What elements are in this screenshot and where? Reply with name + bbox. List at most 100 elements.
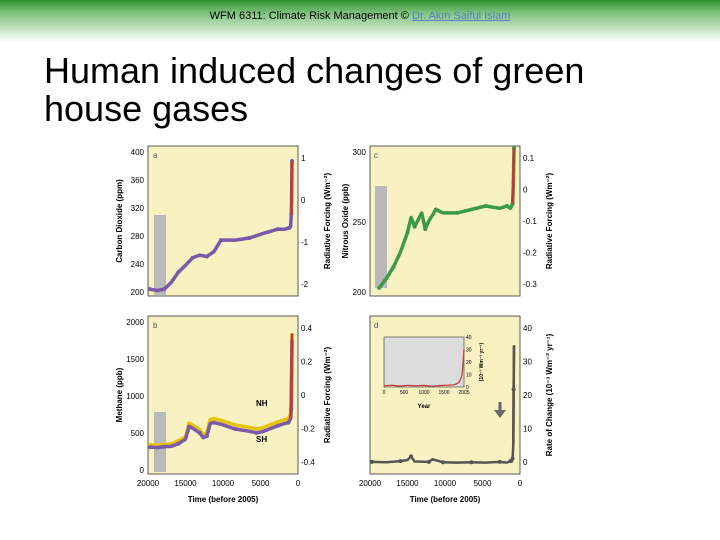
inset-background bbox=[383, 336, 465, 388]
panel-d-point-0-16 bbox=[510, 456, 515, 461]
panel-c-y2tick-1: -0.2 bbox=[523, 249, 537, 258]
panel-b-xtick-3: 5000 bbox=[252, 479, 270, 488]
panel-c-point-0-14 bbox=[483, 204, 488, 208]
panel-a-point-0-6 bbox=[190, 255, 195, 260]
panel-d-xtick-4: 0 bbox=[518, 479, 523, 488]
inset-xtick-1: 500 bbox=[400, 390, 409, 396]
panel-c-y2tick-3: 0 bbox=[523, 186, 528, 195]
inset-xtick-0: 0 bbox=[383, 390, 386, 396]
panel-d-inset: Year (10⁻³ Wm⁻² yr⁻¹) bbox=[383, 336, 485, 410]
panel-c-point-0-4 bbox=[405, 230, 410, 235]
inset-xtick-3: 1500 bbox=[438, 390, 449, 396]
panel-b-point-0-16 bbox=[254, 426, 259, 431]
inset-ytick-4: 40 bbox=[466, 335, 472, 341]
panel-b-point-1-4 bbox=[176, 441, 181, 446]
panel-d-xtick-0: 20000 bbox=[359, 479, 382, 488]
panel-b-series-label-0: NH bbox=[256, 399, 268, 408]
panel-a-point-0-12 bbox=[247, 236, 252, 241]
panel-d-point-0-6 bbox=[426, 459, 431, 464]
panel-a-ytick-1: 240 bbox=[131, 260, 145, 269]
panel-b-point-1-12 bbox=[211, 420, 216, 425]
panel-d-y2tick-2: 20 bbox=[523, 391, 532, 400]
inset-ylabel: (10⁻³ Wm⁻² yr⁻¹) bbox=[479, 342, 485, 381]
panel-a-y2tick-1: -1 bbox=[301, 238, 309, 247]
panel-b-range-bar bbox=[154, 412, 166, 472]
panel-b-point-0-6 bbox=[187, 421, 192, 426]
panel-d-recent-0 bbox=[512, 345, 516, 445]
panel-c-y2tick-2: -0.1 bbox=[523, 217, 537, 226]
panel-b-point-1-6 bbox=[187, 424, 192, 429]
panel-b-point-0-14 bbox=[233, 423, 238, 428]
panel-b-point-1-2 bbox=[162, 444, 167, 449]
panel-c-ytick-2: 300 bbox=[353, 148, 367, 157]
panel-b-ytick-3: 1500 bbox=[126, 355, 144, 364]
panel-c-point-0-12 bbox=[455, 210, 460, 215]
panel-b-ylabel: Methane (ppb) bbox=[115, 367, 124, 422]
panel-b-ytick-1: 500 bbox=[131, 429, 145, 438]
panel-c-point-0-10 bbox=[433, 207, 438, 212]
inset-xtick-2: 1000 bbox=[418, 390, 429, 396]
author-link[interactable]: Dr. Akm Saiful Islam bbox=[411, 10, 511, 22]
panel-a-range-bar bbox=[154, 215, 166, 295]
panel-c-y2tick-4: 0.1 bbox=[523, 154, 535, 163]
inset-xtick-4: 2005 bbox=[458, 390, 469, 396]
inset-ytick-2: 20 bbox=[466, 360, 472, 366]
slide-title: Human induced changes of green house gas… bbox=[44, 50, 585, 129]
panel-d-point-0-0 bbox=[370, 459, 374, 464]
panel-b-point-1-18 bbox=[275, 423, 280, 428]
panel-c-frame: c Nitrous Oxide (ppb) Radiative Forcing … bbox=[341, 145, 554, 297]
panel-d-xtick-3: 5000 bbox=[474, 479, 492, 488]
panel-d-xlabel: Time (before 2005) bbox=[410, 495, 481, 504]
panel-b-point-0-12 bbox=[211, 416, 216, 421]
panel-a-point-0-16 bbox=[287, 225, 292, 230]
panel-a-point-0-0 bbox=[148, 287, 152, 292]
tick-labels: 200240280320360400-2-101200250300-0.3-0.… bbox=[126, 148, 537, 488]
panel-c-background bbox=[369, 145, 521, 297]
panel-d-y2tick-1: 10 bbox=[523, 425, 532, 434]
panel-c-range-bar bbox=[375, 186, 387, 288]
panel-d-point-0-4 bbox=[409, 454, 414, 459]
panel-b-xtick-4: 0 bbox=[296, 479, 301, 488]
panel-a-ytick-2: 280 bbox=[131, 232, 145, 241]
panel-b-xtick-2: 10000 bbox=[212, 479, 235, 488]
panel-d-y2tick-3: 30 bbox=[523, 358, 532, 367]
panel-c-y2label: Radiative Forcing (Wm⁻²) bbox=[545, 173, 554, 270]
panel-a-background bbox=[147, 145, 299, 297]
panel-c-letter: c bbox=[374, 151, 378, 160]
panel-c-point-0-2 bbox=[391, 265, 396, 270]
panel-b-ytick-2: 1000 bbox=[126, 392, 144, 401]
panel-d-point-0-2 bbox=[398, 459, 403, 464]
inset-ytick-1: 10 bbox=[466, 373, 472, 379]
panel-b-series-label-1: SH bbox=[256, 435, 267, 444]
panel-c-ytick-1: 250 bbox=[353, 218, 367, 227]
panel-b-letter: b bbox=[153, 321, 158, 330]
panel-b-ytick-4: 2000 bbox=[126, 318, 144, 327]
panel-d-xtick-2: 10000 bbox=[434, 479, 457, 488]
panel-b-point-1-14 bbox=[233, 426, 238, 431]
panel-a-y2label: Radiative Forcing (Wm⁻²) bbox=[323, 173, 332, 270]
panel-d-ylabel: Rate of Change (10⁻³ Wm⁻² yr⁻¹) bbox=[545, 333, 554, 456]
panel-c-point-0-8 bbox=[423, 227, 428, 232]
inset-xlabel: Year bbox=[418, 404, 431, 410]
panel-c-point-0-0 bbox=[377, 285, 382, 290]
panel-a-y2tick-3: 1 bbox=[301, 154, 306, 163]
panel-b-y2tick-2: 0 bbox=[301, 391, 306, 400]
panel-c-point-0-6 bbox=[412, 224, 417, 229]
panel-b-xtick-0: 20000 bbox=[137, 479, 160, 488]
panel-a-y2tick-0: -2 bbox=[301, 280, 309, 289]
panel-a-point-0-8 bbox=[204, 254, 209, 259]
panel-d-arrow bbox=[494, 402, 506, 418]
panel-b-background bbox=[147, 315, 299, 475]
panel-b-point-1-10 bbox=[204, 434, 209, 439]
data-series bbox=[148, 146, 516, 465]
panel-a-ytick-3: 320 bbox=[131, 204, 145, 213]
panel-b-point-1-8 bbox=[197, 430, 202, 435]
panel-b-point-0-18 bbox=[275, 419, 280, 424]
panel-a-ytick-5: 400 bbox=[131, 148, 145, 157]
panel-b-xlabel: Time (before 2005) bbox=[188, 495, 259, 504]
panel-a-ytick-0: 200 bbox=[131, 288, 145, 297]
panel-a-ylabel: Carbon Dioxide (ppm) bbox=[115, 179, 124, 263]
panel-c-y2tick-0: -0.3 bbox=[523, 280, 537, 289]
panel-a-point-0-2 bbox=[162, 287, 167, 292]
